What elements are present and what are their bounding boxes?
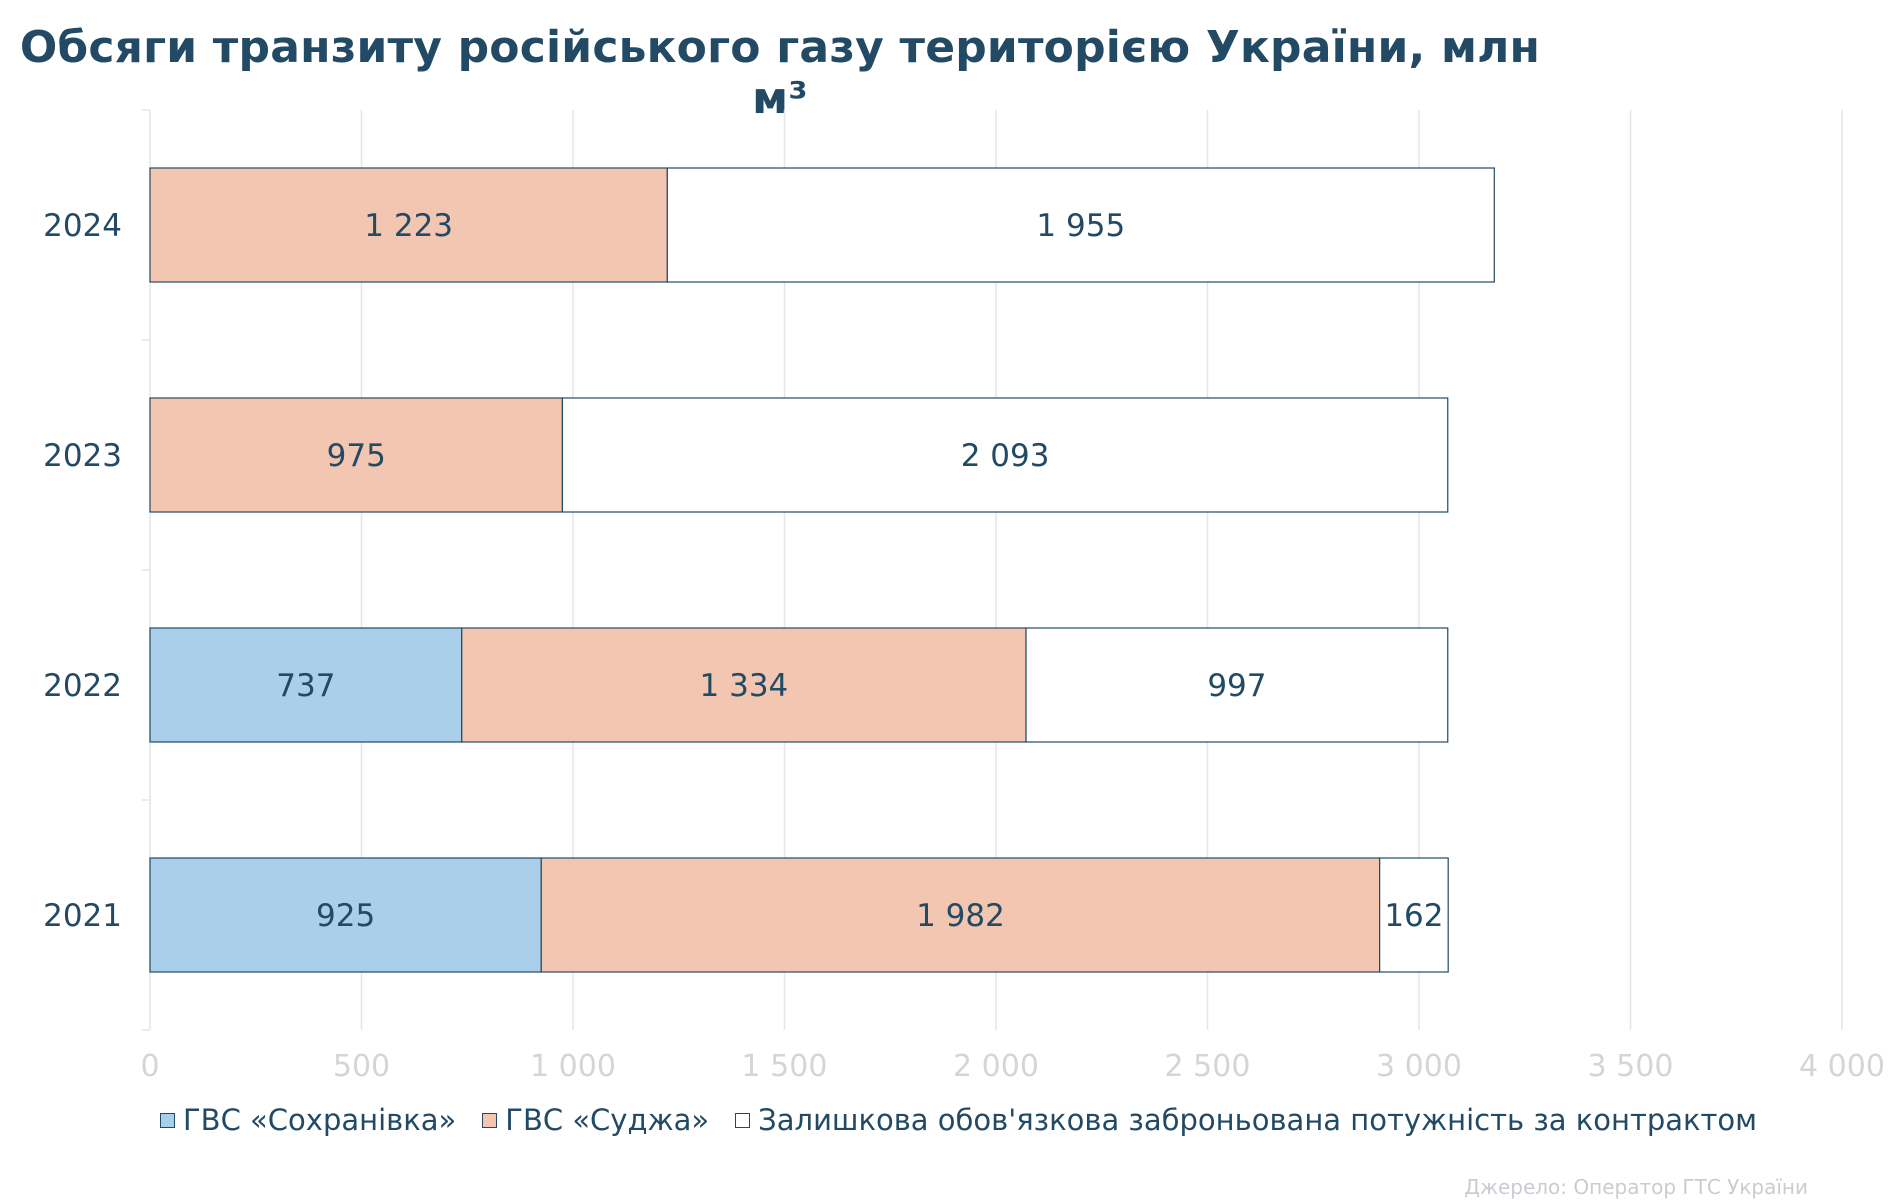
legend-swatch-sudzha — [482, 1112, 498, 1128]
source-note: Джерело: Оператор ГТС України — [1464, 1175, 1808, 1199]
bar-segment — [149, 857, 542, 973]
bars: 1 223 1 955 975 2 093 737 1 334 997 925 1 982 162 — [149, 167, 1495, 973]
x-tick-label: 3 500 — [1588, 1049, 1674, 1084]
x-tick-label: 0 — [140, 1049, 159, 1084]
legend-swatch-residual — [735, 1112, 751, 1128]
x-tick-label: 2 000 — [953, 1049, 1039, 1084]
bar-value-label: 925 — [316, 898, 375, 934]
legend-item-residual: Залишкова обов'язкова заброньована потуж… — [735, 1103, 1757, 1137]
x-tick-label: 1 500 — [742, 1049, 828, 1084]
bar-value-label: 1 223 — [364, 208, 453, 244]
legend: ГВС «Сохранівка» ГВС «Суджа» Залишкова о… — [160, 1103, 1783, 1137]
bar-value-label: 162 — [1384, 898, 1443, 934]
legend-label-sudzha: ГВС «Суджа» — [505, 1103, 710, 1137]
bar-value-label: 737 — [276, 668, 335, 704]
bar-segment — [666, 167, 1495, 283]
bar-segment — [149, 627, 463, 743]
legend-item-sokhranivka: ГВС «Сохранівка» — [160, 1103, 456, 1137]
y-category-label: 2023 — [43, 438, 122, 474]
bar-segment — [1025, 627, 1449, 743]
bar-value-label: 1 334 — [700, 668, 789, 704]
y-category-label: 2022 — [43, 668, 122, 704]
bar-segment — [461, 627, 1027, 743]
x-axis-ticks: 0 500 1 000 1 500 2 000 2 500 3 000 3 500 4 000 — [140, 1049, 1884, 1084]
y-category-label: 2024 — [43, 208, 122, 244]
bar-segment — [149, 397, 564, 513]
legend-swatch-sokhranivka — [160, 1112, 175, 1128]
x-tick-label: 2 500 — [1165, 1049, 1251, 1084]
y-category-label: 2021 — [43, 898, 122, 934]
legend-label-residual: Залишкова обов'язкова заброньована потуж… — [758, 1103, 1758, 1137]
chart-title: Обсяги транзиту російського газу територ… — [19, 22, 1541, 124]
bar-value-label: 1 982 — [916, 898, 1005, 934]
bar-segment — [561, 397, 1449, 513]
x-tick-label: 3 000 — [1376, 1049, 1462, 1084]
bar-segment — [149, 167, 668, 283]
bar-segment — [540, 857, 1381, 973]
x-tick-label: 4 000 — [1799, 1049, 1885, 1084]
bar-segment — [1379, 857, 1449, 973]
y-axis-labels: 2024 2023 2022 2021 — [43, 208, 122, 934]
legend-label-sokhranivka: ГВС «Сохранівка» — [183, 1103, 457, 1137]
x-tick-label: 1 000 — [530, 1049, 616, 1084]
bar-value-label: 1 955 — [1036, 208, 1125, 244]
bar-value-label: 975 — [327, 438, 386, 474]
bar-value-label: 2 093 — [961, 438, 1050, 474]
bar-value-label: 997 — [1207, 668, 1266, 704]
legend-item-sudzha: ГВС «Суджа» — [482, 1103, 709, 1137]
x-tick-label: 500 — [333, 1049, 390, 1084]
